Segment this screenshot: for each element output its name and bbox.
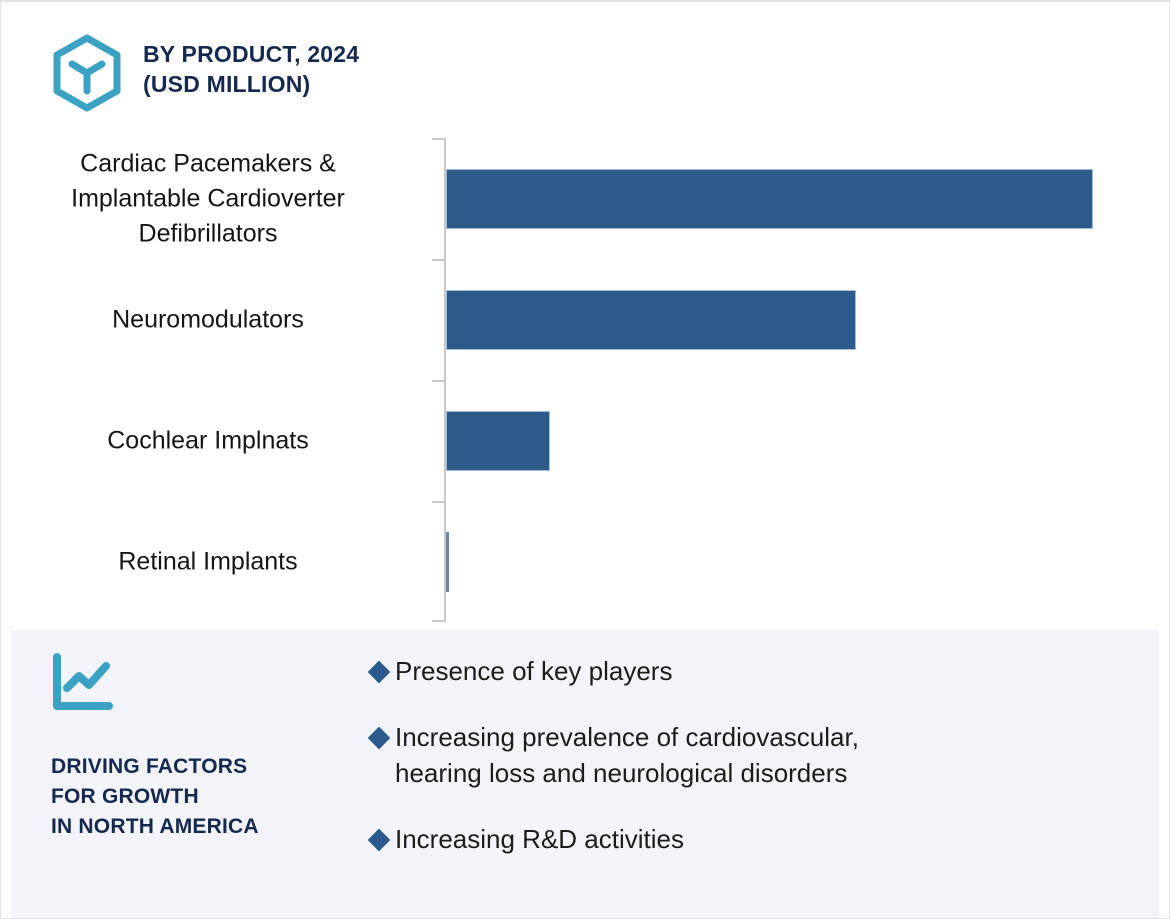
category-label-text: Retinal Implants bbox=[118, 547, 298, 575]
category-label-text: Cochlear Implnats bbox=[107, 426, 309, 454]
list-item: Increasing prevalence of cardiovascular,… bbox=[367, 720, 1131, 792]
category-label: Retinal Implants bbox=[1, 501, 415, 622]
diamond-bullet-icon bbox=[367, 828, 391, 851]
axis-tick bbox=[432, 138, 446, 140]
bar[interactable] bbox=[446, 168, 1093, 229]
diamond-bullet-icon bbox=[367, 660, 391, 684]
line-chart-icon bbox=[53, 653, 113, 710]
category-axis-labels: Cardiac Pacemakers & Implantable Cardiov… bbox=[1, 138, 431, 622]
category-label: Neuromodulators bbox=[1, 259, 415, 380]
bar-row bbox=[446, 380, 1166, 501]
page-title: BY PRODUCT, 2024 (USD MILLION) bbox=[143, 41, 360, 97]
list-item-text: Increasing prevalence of cardiovascular,… bbox=[395, 721, 859, 788]
list-item: Increasing R&D activities bbox=[367, 822, 1131, 858]
bar-row bbox=[446, 138, 1166, 259]
axis-tick bbox=[432, 259, 446, 261]
driving-factors-title: DRIVING FACTORS FOR GROWTH IN NORTH AMER… bbox=[51, 755, 259, 838]
bar-chart: Cardiac Pacemakers & Implantable Cardiov… bbox=[1, 138, 1169, 622]
bar-row bbox=[446, 501, 1166, 622]
axis-tick bbox=[432, 380, 446, 382]
bar[interactable] bbox=[446, 410, 550, 471]
category-label: Cardiac Pacemakers & Implantable Cardiov… bbox=[1, 138, 415, 259]
diamond-bullet-icon bbox=[367, 726, 391, 750]
bar-row bbox=[446, 259, 1166, 380]
axis-tick bbox=[432, 501, 446, 503]
bar[interactable] bbox=[446, 531, 449, 592]
bar[interactable] bbox=[446, 289, 856, 350]
driving-factors-list: Presence of key players Increasing preva… bbox=[367, 654, 1131, 858]
category-label-text: Cardiac Pacemakers & Implantable Cardiov… bbox=[71, 149, 345, 247]
plot-area bbox=[446, 138, 1166, 622]
chart-header: BY PRODUCT, 2024 (USD MILLION) bbox=[51, 32, 359, 112]
hexagon-y-icon bbox=[53, 34, 121, 112]
driving-factors-heading-block: DRIVING FACTORS FOR GROWTH IN NORTH AMER… bbox=[51, 652, 351, 841]
axis-tick bbox=[432, 620, 446, 622]
category-label: Cochlear Implnats bbox=[1, 380, 415, 501]
list-item-text: Presence of key players bbox=[395, 656, 673, 686]
list-item-text: Increasing R&D activities bbox=[395, 823, 684, 854]
list-item: Presence of key players bbox=[367, 654, 1131, 690]
category-label-text: Neuromodulators bbox=[112, 305, 304, 333]
driving-factors-panel: DRIVING FACTORS FOR GROWTH IN NORTH AMER… bbox=[11, 630, 1159, 918]
